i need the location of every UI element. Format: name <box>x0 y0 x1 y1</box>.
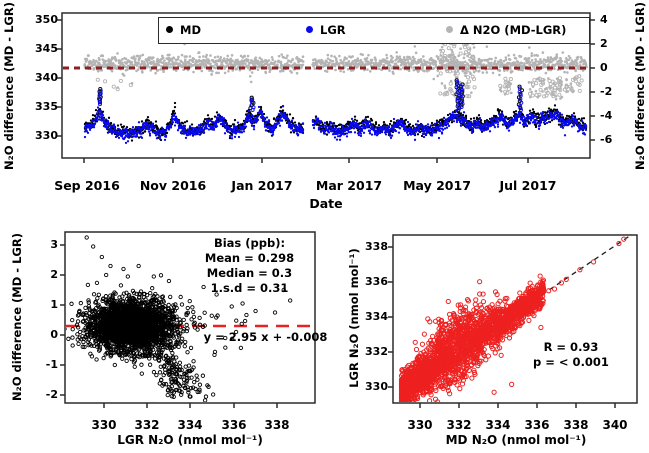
bl-xtick-330: 330 <box>91 418 117 432</box>
top-xtick-sep2016: Sep 2016 <box>54 178 120 193</box>
bl-xtick-338: 338 <box>264 418 290 432</box>
br-xtick-332: 332 <box>446 418 472 432</box>
bl-ytick-neg2: -2 <box>45 388 58 401</box>
top-ytick-340: 340 <box>35 71 58 84</box>
top-xtick-jan2017: Jan 2017 <box>231 178 293 193</box>
bl-ytick-2: 2 <box>50 268 58 281</box>
br-xtick-334: 334 <box>485 418 511 432</box>
br-stats-annotation: R = 0.93 p = < 0.001 <box>516 340 626 370</box>
top-x-axis-label: Date <box>309 196 343 211</box>
legend-delta-dot-icon <box>446 26 453 33</box>
bl-bias-median: Median = 0.3 <box>206 266 293 280</box>
bl-ytick-1: 1 <box>50 298 58 311</box>
top-rtick-neg6: -6 <box>600 133 613 146</box>
br-p-value: p = < 0.001 <box>533 355 609 369</box>
top-xtick-may2017: May 2017 <box>403 178 471 193</box>
top-rtick-4: 4 <box>600 13 608 26</box>
top-ytick-330: 330 <box>35 129 58 142</box>
bl-x-axis-label: LGR N₂O (nmol mol⁻¹) <box>117 433 263 447</box>
bl-xtick-336: 336 <box>221 418 247 432</box>
top-xtick-nov2016: Nov 2016 <box>139 178 207 193</box>
top-xtick-jul2017: Jul 2017 <box>499 178 557 193</box>
top-xtick-mar2017: Mar 2017 <box>315 178 383 193</box>
br-ytick-332: 332 <box>365 345 388 358</box>
legend-lgr-label: LGR <box>320 23 346 37</box>
bl-ytick-neg1: -1 <box>45 358 58 371</box>
top-left-y-axis-label: N₂O difference (MD - LGR) <box>2 2 16 170</box>
br-ytick-338: 338 <box>365 240 388 253</box>
br-y-axis-label: LGR N₂O (nmol mol⁻¹) <box>347 248 361 388</box>
br-xtick-330: 330 <box>407 418 433 432</box>
legend-md-label: MD <box>180 23 201 37</box>
bl-bias-sd: 1.s.d = 0.31 <box>210 281 289 295</box>
bl-ytick-3: 3 <box>50 238 58 251</box>
top-ytick-350: 350 <box>35 13 58 26</box>
br-ytick-336: 336 <box>365 275 388 288</box>
bl-xtick-332: 332 <box>134 418 160 432</box>
br-xtick-338: 338 <box>563 418 589 432</box>
top-ytick-335: 335 <box>35 100 58 113</box>
br-x-axis-label: MD N₂O (nmol mol⁻¹) <box>445 433 587 447</box>
bl-xtick-334: 334 <box>177 418 203 432</box>
top-rtick-2: 2 <box>600 37 608 50</box>
legend-box <box>158 17 590 44</box>
bl-ytick-0: 0 <box>50 328 58 341</box>
top-rtick-neg2: -2 <box>600 85 613 98</box>
top-right-y-axis-label: N₂O difference (MD - LGR) <box>633 2 647 170</box>
br-ytick-330: 330 <box>365 380 388 393</box>
bl-bias-mean: Mean = 0.298 <box>204 251 295 265</box>
top-rtick-neg4: -4 <box>600 109 613 122</box>
br-ytick-334: 334 <box>365 310 388 323</box>
br-xtick-336: 336 <box>524 418 550 432</box>
br-xtick-340: 340 <box>602 418 628 432</box>
top-ytick-345: 345 <box>35 42 58 55</box>
br-r-value: R = 0.93 <box>543 340 599 354</box>
legend-md-dot-icon <box>166 26 173 33</box>
bl-y-axis-label: N₂O difference (MD - LGR) <box>10 233 24 401</box>
top-rtick-0: 0 <box>600 61 608 74</box>
bl-bias-title: Bias (ppb): <box>213 236 286 250</box>
bl-bias-annotation: Bias (ppb): Mean = 0.298 Median = 0.3 1.… <box>167 236 332 296</box>
bl-fit-equation: y = 2.95 x + -0.008 <box>203 330 328 344</box>
legend-lgr-dot-icon <box>306 26 313 33</box>
legend-delta-label: Δ N2O (MD-LGR) <box>460 23 567 37</box>
